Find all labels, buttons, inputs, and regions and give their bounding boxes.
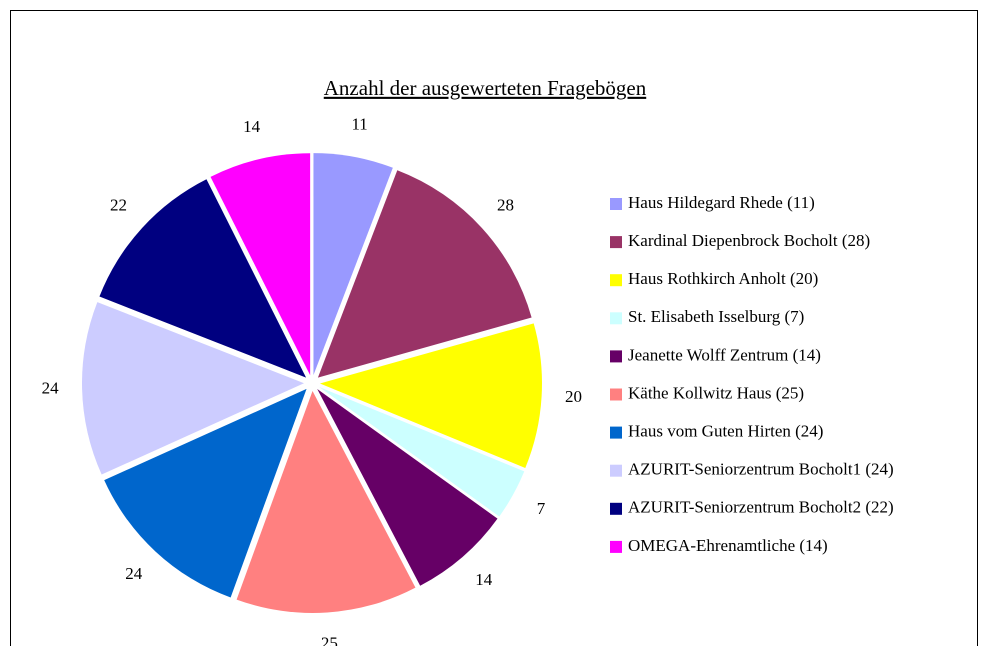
legend-swatch [610, 274, 622, 287]
data-label: 7 [537, 499, 546, 518]
legend-swatch [610, 312, 622, 325]
legend-swatch [610, 464, 622, 477]
data-label: 11 [351, 114, 367, 133]
pie-slice [318, 386, 525, 517]
data-label: 25 [321, 633, 338, 646]
chart-title: Anzahl der ausgewerteten Fragebögen [324, 76, 647, 100]
legend-label: AZURIT-Seniorzentrum Bocholt2 (22) [628, 498, 894, 517]
data-label: 20 [565, 387, 582, 406]
legend-swatch [610, 502, 622, 515]
legend-label: Käthe Kollwitz Haus (25) [628, 383, 804, 402]
legend-label: St. Elisabeth Isselburg (7) [628, 307, 804, 326]
pie-slice [313, 153, 393, 376]
pie-slice [317, 170, 532, 378]
legend-label: OMEGA-Ehrenamtliche (14) [628, 536, 828, 555]
data-label: 24 [125, 564, 143, 583]
data-label: 24 [42, 378, 60, 397]
legend-label: AZURIT-Seniorzentrum Bocholt1 (24) [628, 460, 894, 479]
legend-label: Haus vom Guten Hirten (24) [628, 422, 823, 441]
data-label: 14 [243, 117, 261, 136]
pie-slice [82, 302, 305, 475]
pie-slice [317, 389, 498, 586]
data-label: 28 [497, 195, 514, 214]
data-label: 14 [475, 570, 493, 589]
pie-slice [236, 390, 416, 613]
legend-label: Kardinal Diepenbrock Bocholt (28) [628, 231, 870, 250]
legend-swatch [610, 388, 622, 401]
legend-label: Jeanette Wolff Zentrum (14) [628, 345, 821, 364]
legend-swatch [610, 540, 622, 553]
legend-swatch [610, 426, 622, 439]
legend-swatch [610, 236, 622, 249]
legend-label: Haus Hildegard Rhede (11) [628, 193, 815, 212]
legend-label: Haus Rothkirch Anholt (20) [628, 269, 818, 288]
data-label: 22 [110, 195, 127, 214]
pie-slice [210, 153, 311, 376]
pie-slice [104, 388, 307, 598]
legend-swatch [610, 198, 622, 210]
legend-swatch [610, 350, 622, 363]
pie-slice [319, 323, 542, 468]
pie-slice [99, 179, 307, 378]
